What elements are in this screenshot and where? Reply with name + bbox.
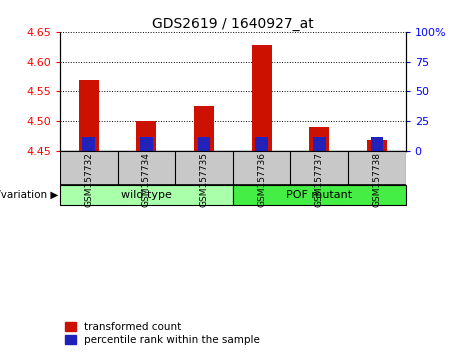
Text: GSM157734: GSM157734 [142, 152, 151, 207]
Text: wild type: wild type [121, 190, 172, 200]
Bar [233, 185, 406, 205]
Legend: transformed count, percentile rank within the sample: transformed count, percentile rank withi… [65, 322, 260, 345]
Bar [83, 137, 95, 151]
Bar [252, 45, 272, 151]
Text: genotype/variation ▶: genotype/variation ▶ [0, 190, 59, 200]
Bar [60, 185, 233, 205]
Text: GSM157735: GSM157735 [200, 152, 208, 207]
Text: GSM157737: GSM157737 [315, 152, 324, 207]
Text: GSM157732: GSM157732 [84, 152, 93, 207]
Bar [79, 80, 99, 151]
Bar [367, 141, 387, 151]
Bar [136, 121, 156, 151]
Bar [255, 137, 268, 151]
Text: GSM157736: GSM157736 [257, 152, 266, 207]
Bar [309, 127, 329, 151]
Bar [313, 137, 325, 151]
Bar [371, 137, 383, 151]
Title: GDS2619 / 1640927_at: GDS2619 / 1640927_at [152, 17, 313, 31]
Bar [198, 137, 210, 151]
Text: POF mutant: POF mutant [286, 190, 352, 200]
Text: GSM157738: GSM157738 [372, 152, 381, 207]
Bar [194, 107, 214, 151]
Bar [140, 137, 153, 151]
